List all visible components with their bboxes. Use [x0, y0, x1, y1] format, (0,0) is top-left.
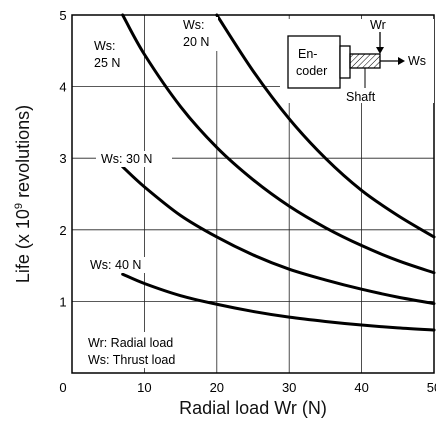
encoder-label-line2: coder	[296, 64, 327, 78]
ws40-label: Ws: 40 N	[90, 258, 141, 272]
y-tick-label: 2	[59, 223, 66, 238]
ws30-label: Ws: 30 N	[101, 152, 152, 166]
note-thrust-load: Ws: Thrust load	[88, 353, 175, 367]
ws20-label-line1: Ws:	[183, 18, 205, 32]
curve-label-ws30: Ws: 30 N	[96, 151, 172, 167]
x-tick-label: 30	[282, 380, 296, 395]
series-line-1	[121, 13, 436, 275]
ws25-label-line2: 25 N	[94, 56, 120, 70]
notes: Wr: Radial load Ws: Thrust load	[84, 332, 192, 368]
note-radial-load: Wr: Radial load	[88, 336, 173, 350]
inset-shaft-label: Shaft	[346, 90, 376, 104]
inset-ws-label: Ws	[408, 54, 426, 68]
y-tick-label: 5	[59, 8, 66, 23]
x-tick-label: 50	[427, 380, 436, 395]
ws20-label-line2: 20 N	[183, 35, 209, 49]
encoder-inset: En- coder Wr Ws Shaft	[280, 18, 434, 104]
tick-labels: 0 10 20 30 40 50 1 2 3 4 5	[59, 8, 436, 395]
curve-label-ws25: Ws: 25 N	[90, 38, 126, 70]
x-tick-label: 20	[210, 380, 224, 395]
y-tick-label: 4	[59, 80, 66, 95]
series-line-2	[121, 165, 436, 306]
x-axis-label: Radial load Wr (N)	[179, 398, 327, 418]
y-tick-label: 1	[59, 294, 66, 309]
ws25-label-line1: Ws:	[94, 39, 116, 53]
curve-label-ws20: Ws: 20 N	[178, 17, 218, 51]
curve-label-ws40: Ws: 40 N	[86, 257, 154, 273]
shaft	[349, 53, 381, 69]
x-tick-label: 10	[137, 380, 151, 395]
encoder-box	[287, 35, 341, 89]
inset-wr-label: Wr	[370, 18, 386, 32]
y-tick-label: 3	[59, 151, 66, 166]
x-tick-label: 40	[354, 380, 368, 395]
series-line-0	[215, 13, 436, 239]
plot-frame	[71, 14, 435, 374]
curves	[121, 13, 436, 332]
encoder-label-line1: En-	[298, 47, 317, 61]
y-axis-label: Life (x 109 revolutions)	[13, 105, 33, 283]
encoder-collar	[339, 45, 351, 79]
series-line-3	[121, 272, 436, 332]
x-tick-label: 0	[59, 380, 66, 395]
